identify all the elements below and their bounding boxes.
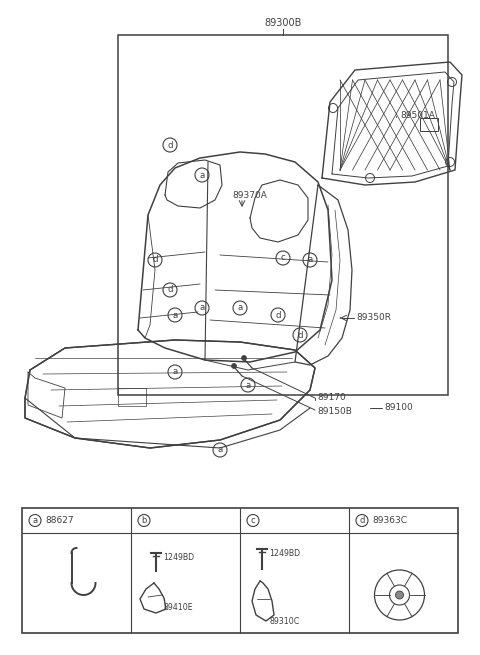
Text: 89150B: 89150B <box>317 407 352 417</box>
Text: a: a <box>33 516 37 525</box>
Text: 1249BD: 1249BD <box>269 550 300 559</box>
Text: a: a <box>199 170 204 179</box>
Text: d: d <box>152 255 158 265</box>
Text: 89100: 89100 <box>384 403 413 413</box>
Text: a: a <box>307 255 312 265</box>
Text: a: a <box>172 367 178 377</box>
Text: d: d <box>360 516 365 525</box>
Text: d: d <box>275 310 281 320</box>
Bar <box>118 35 448 395</box>
Text: a: a <box>172 310 178 320</box>
Text: 1249BD: 1249BD <box>163 553 194 563</box>
Text: d: d <box>297 331 303 339</box>
Text: 89410E: 89410E <box>163 603 192 612</box>
Text: a: a <box>238 303 242 312</box>
Text: b: b <box>141 516 147 525</box>
Text: d: d <box>167 141 173 149</box>
Text: 89370A: 89370A <box>232 191 267 200</box>
Circle shape <box>241 356 247 360</box>
Text: 89300B: 89300B <box>264 18 302 28</box>
Text: 89501A: 89501A <box>400 111 435 119</box>
Text: a: a <box>199 303 204 312</box>
Bar <box>420 118 438 131</box>
Text: c: c <box>251 516 255 525</box>
Text: a: a <box>245 381 251 390</box>
Text: d: d <box>167 286 173 295</box>
Text: 88627: 88627 <box>45 516 73 525</box>
Text: a: a <box>217 445 223 455</box>
Text: 89363C: 89363C <box>372 516 407 525</box>
Text: 89170: 89170 <box>317 394 346 403</box>
Text: 89310C: 89310C <box>269 616 299 626</box>
Text: c: c <box>281 253 286 263</box>
Circle shape <box>396 591 404 599</box>
Text: 89350R: 89350R <box>356 314 391 322</box>
Bar <box>118 388 146 406</box>
Circle shape <box>231 364 237 369</box>
Bar <box>22 508 458 633</box>
